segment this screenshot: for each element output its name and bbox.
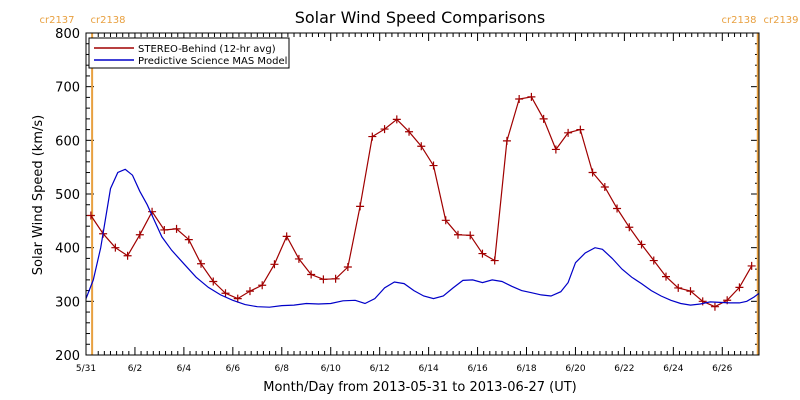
data-point-marker (184, 235, 193, 244)
data-point-marker (747, 261, 756, 270)
data-point-marker (417, 142, 426, 151)
x-tick-label: 6/24 (663, 364, 683, 374)
data-point-marker (441, 216, 450, 225)
data-point-marker (392, 115, 401, 124)
y-tick-label: 700 (55, 81, 80, 96)
data-point-marker (270, 260, 279, 269)
data-point-marker (135, 230, 144, 239)
data-point-marker (527, 92, 536, 101)
carrington-marker-layer: cr2137 cr2138 cr2138 cr2139 (39, 15, 799, 355)
data-point-marker (588, 168, 597, 177)
data-point-marker (662, 272, 671, 281)
data-point-marker (686, 287, 695, 296)
data-point-marker (625, 223, 634, 232)
data-point-marker (160, 225, 169, 234)
data-point-marker (405, 127, 414, 136)
data-point-marker (307, 270, 316, 279)
y-tick-label: 300 (55, 295, 80, 310)
data-point-marker (576, 125, 585, 134)
data-point-marker (343, 262, 352, 271)
data-point-marker (221, 289, 230, 298)
y-tick-label: 500 (55, 188, 80, 203)
y-tick-label: 400 (55, 242, 80, 257)
data-point-marker (294, 254, 303, 263)
x-tick-label: 6/18 (516, 364, 536, 374)
x-tick-label: 6/14 (419, 364, 439, 374)
data-point-marker (710, 302, 719, 311)
data-point-marker (466, 231, 475, 240)
chart-title: Solar Wind Speed Comparisons (295, 8, 546, 27)
carrington-label: cr2138 (721, 15, 756, 26)
series-layer (85, 92, 760, 311)
x-axis-label: Month/Day from 2013-05-31 to 2013-06-27 … (263, 380, 576, 395)
data-point-marker (429, 161, 438, 170)
data-point-marker (111, 243, 120, 252)
data-point-marker (490, 256, 499, 265)
x-tick-label: 6/6 (226, 364, 241, 374)
x-tick-label: 6/8 (275, 364, 290, 374)
data-point-marker (86, 211, 95, 220)
x-tick-label: 6/4 (177, 364, 192, 374)
data-point-marker (123, 251, 132, 260)
data-point-marker (233, 294, 242, 303)
data-point-marker (502, 136, 511, 145)
x-tick-label: 6/22 (614, 364, 634, 374)
data-point-marker (735, 283, 744, 292)
x-tick-label: 6/16 (467, 364, 487, 374)
y-tick-label: 800 (55, 27, 80, 42)
x-tick-label: 6/20 (565, 364, 585, 374)
legend-label: Predictive Science MAS Model (138, 56, 287, 67)
data-point-marker (172, 224, 181, 233)
data-point-marker (245, 287, 254, 296)
data-point-marker (649, 256, 658, 265)
data-point-marker (331, 274, 340, 283)
carrington-label: cr2139 (763, 15, 798, 26)
x-tick-label: 6/26 (712, 364, 732, 374)
y-tick-label: 200 (55, 349, 80, 364)
x-tick-label: 6/2 (128, 364, 142, 374)
data-point-marker (600, 183, 609, 192)
y-tick-label: 600 (55, 134, 80, 149)
tick-layer: 200 300 400 500 600 700 800 5/31 6/2 6/4 6/6 6/8 6/1… (55, 27, 760, 374)
data-point-marker (258, 281, 267, 290)
x-tick-label: 6/12 (370, 364, 390, 374)
data-point-marker (613, 204, 622, 213)
data-point-marker (478, 249, 487, 258)
data-point-marker (319, 275, 328, 284)
plot-frame (85, 32, 760, 356)
data-point-marker (674, 283, 683, 292)
carrington-label: cr2137 (39, 15, 74, 26)
legend: STEREO-Behind (12-hr avg)Predictive Scie… (88, 37, 290, 69)
data-point-marker (564, 128, 573, 137)
carrington-label: cr2138 (90, 15, 125, 26)
legend-box (88, 37, 290, 69)
x-tick-label: 5/31 (76, 364, 96, 374)
data-point-marker (539, 114, 548, 123)
data-point-marker (515, 95, 524, 104)
series-line (90, 96, 753, 308)
x-tick-label: 6/10 (321, 364, 341, 374)
data-point-marker (197, 259, 206, 268)
data-point-marker (380, 125, 389, 134)
data-point-marker (356, 202, 365, 211)
data-point-marker (368, 132, 377, 141)
legend-label: STEREO-Behind (12-hr avg) (138, 44, 276, 55)
y-axis-label: Solar Wind Speed (km/s) (31, 115, 46, 275)
series-line (85, 168, 760, 308)
data-point-marker (209, 277, 218, 286)
data-point-marker (637, 240, 646, 249)
data-point-marker (551, 145, 560, 154)
data-point-marker (282, 232, 291, 241)
data-point-marker (453, 230, 462, 239)
